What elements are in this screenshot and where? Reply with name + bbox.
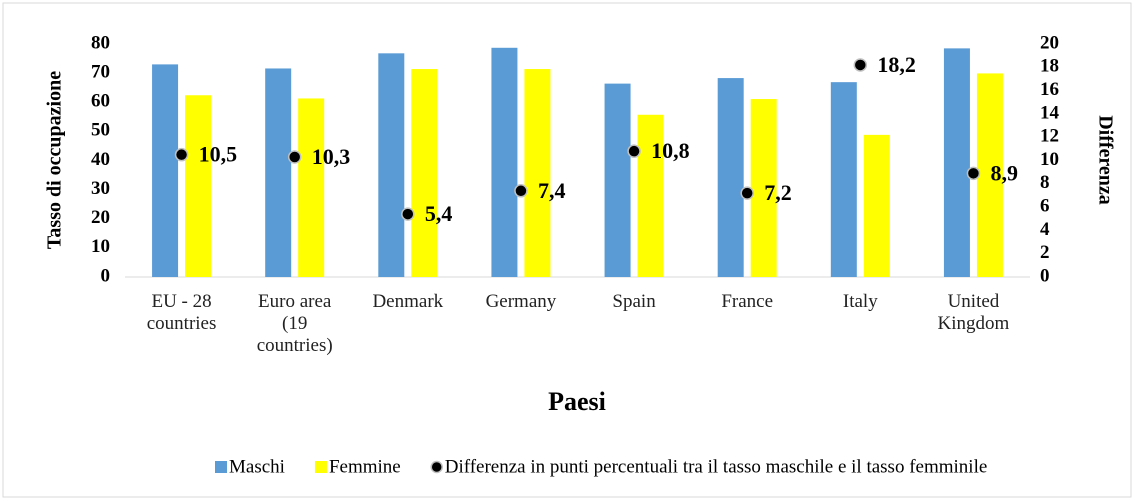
y2-tick-label: 8	[1040, 172, 1050, 193]
legend-marker	[430, 460, 443, 474]
data-label: 10,3	[312, 144, 351, 169]
bar	[152, 64, 179, 277]
y2-tick-label: 14	[1040, 102, 1060, 123]
y2-tick-label: 16	[1040, 79, 1059, 100]
y2-tick-label: 2	[1040, 242, 1050, 263]
bar	[491, 47, 518, 277]
legend-label: Maschi	[229, 456, 285, 477]
bar	[298, 98, 325, 278]
bar	[943, 48, 970, 278]
difference-dot	[853, 58, 868, 72]
bar	[637, 114, 664, 278]
y2-tick-label: 6	[1040, 195, 1050, 216]
x-tick-label: Germany	[485, 291, 557, 312]
x-axis-title: Paesi	[548, 387, 606, 416]
x-tick-label: Italy	[842, 291, 878, 312]
x-tick-label: United Kingdom	[937, 291, 1010, 334]
y-tick-label: 20	[91, 207, 110, 228]
y2-tick-label: 0	[1040, 265, 1050, 286]
x-tick-label: Denmark	[372, 291, 444, 312]
difference-dot	[966, 166, 981, 181]
bar	[976, 73, 1003, 277]
bar	[378, 53, 405, 277]
difference-dot	[740, 186, 754, 200]
data-label: 8,9	[990, 160, 1018, 185]
bar	[185, 95, 212, 277]
y-tick-label: 50	[91, 120, 110, 141]
y-tick-label: 0	[101, 265, 111, 286]
data-label: 10,8	[651, 138, 690, 163]
y2-tick-label: 12	[1040, 126, 1059, 147]
bar	[604, 83, 631, 277]
legend-swatch	[314, 461, 327, 473]
y-tick-label: 70	[91, 61, 110, 82]
data-label: 5,4	[425, 201, 453, 226]
y-tick-label: 30	[91, 178, 110, 199]
y-tick-label: 10	[91, 236, 110, 257]
legend-label: Femmine	[329, 456, 401, 477]
difference-dot	[401, 207, 415, 221]
y-tick-label: 60	[91, 91, 110, 112]
data-label: 7,4	[538, 178, 566, 203]
x-tick-label: France	[721, 291, 774, 312]
bar	[717, 78, 744, 277]
difference-dot	[514, 184, 528, 198]
data-label: 10,5	[199, 142, 238, 167]
legend-label: Differenza in punti percentuali tra il t…	[445, 456, 988, 477]
x-tick-label: EU - 28 countries	[146, 291, 217, 334]
data-label: 18,2	[877, 52, 916, 77]
y2-tick-label: 4	[1040, 219, 1050, 240]
bar	[524, 69, 551, 277]
x-tick-label: Euro area (19 countries)	[256, 291, 333, 356]
x-tick-label: Spain	[612, 291, 656, 312]
difference-dot	[627, 144, 641, 158]
bar	[830, 82, 857, 277]
y2-tick-label: 20	[1040, 32, 1059, 53]
y-tick-label: 40	[91, 149, 110, 170]
data-label: 7,2	[764, 180, 792, 205]
difference-dot	[287, 150, 302, 164]
difference-dot	[174, 147, 189, 162]
y2-tick-label: 18	[1040, 56, 1059, 77]
legend-swatch	[215, 461, 227, 473]
bar	[750, 99, 777, 277]
y-tick-label: 80	[91, 32, 110, 53]
bar	[863, 134, 890, 277]
bar	[265, 68, 292, 277]
y-axis-title: Tasso di occupazione	[44, 71, 66, 249]
y2-axis-title: Differenza	[1094, 115, 1116, 205]
bar	[411, 69, 438, 277]
y2-tick-label: 10	[1040, 149, 1059, 170]
